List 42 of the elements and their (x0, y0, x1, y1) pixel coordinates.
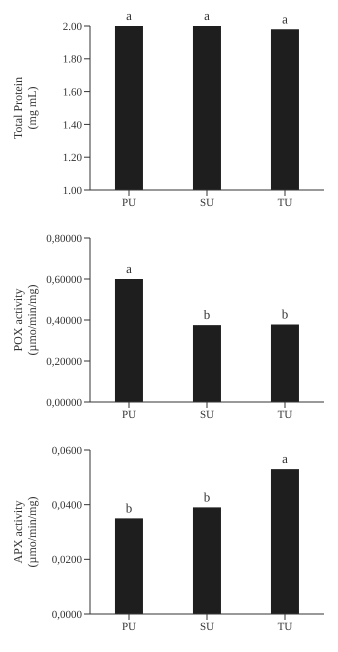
y-tick-label: 0,40000 (46, 314, 82, 327)
y-tick-label: 0,20000 (46, 356, 82, 368)
x-tick-label: TU (278, 620, 292, 633)
y-tick-label: 1.80 (62, 54, 82, 66)
y-tick-label: 1.40 (62, 119, 82, 132)
annotation: b (282, 306, 288, 322)
annotation: b (204, 489, 210, 504)
y-tick-label: 1.00 (62, 184, 82, 197)
y-tick-label: 1.20 (62, 152, 82, 164)
x-tick-label: TU (278, 196, 292, 209)
annotation: a (126, 261, 132, 276)
y-tick-label: 0,0600 (52, 444, 82, 457)
y-axis-title: POX activity (µmo/min/mg) (11, 284, 39, 356)
x-tick-label: SU (200, 196, 214, 209)
y-tick-label: 1.60 (62, 86, 82, 99)
y-tick-label: 0,0200 (52, 554, 82, 566)
annotation: b (204, 307, 210, 322)
x-tick-label: PU (122, 196, 136, 209)
annotation: a (126, 8, 132, 23)
annotation: a (282, 11, 288, 26)
y-axis-title: APX activity (µmo/min/mg) (11, 496, 39, 568)
bar (192, 507, 221, 614)
x-tick-label: TU (278, 408, 292, 421)
y-tick-label: 0,00000 (46, 396, 82, 409)
x-tick-label: PU (122, 620, 136, 633)
bar (270, 324, 299, 402)
x-tick-label: PU (122, 408, 136, 421)
annotation: a (282, 451, 288, 466)
annotation: a (204, 8, 210, 23)
bar (192, 325, 221, 402)
y-axis-title: Total Protein (mg mL) (11, 76, 39, 140)
x-tick-label: SU (200, 620, 214, 633)
y-tick-label: 2.00 (62, 20, 82, 33)
annotation: b (126, 500, 132, 516)
y-tick-label: 0,0000 (52, 608, 82, 621)
x-tick-label: SU (200, 408, 214, 421)
bar (114, 279, 143, 402)
y-tick-label: 0,0400 (52, 500, 82, 512)
bar (114, 518, 143, 614)
y-tick-label: 0,60000 (46, 274, 82, 286)
y-tick-label: 0,80000 (46, 232, 82, 245)
bar (270, 469, 299, 614)
